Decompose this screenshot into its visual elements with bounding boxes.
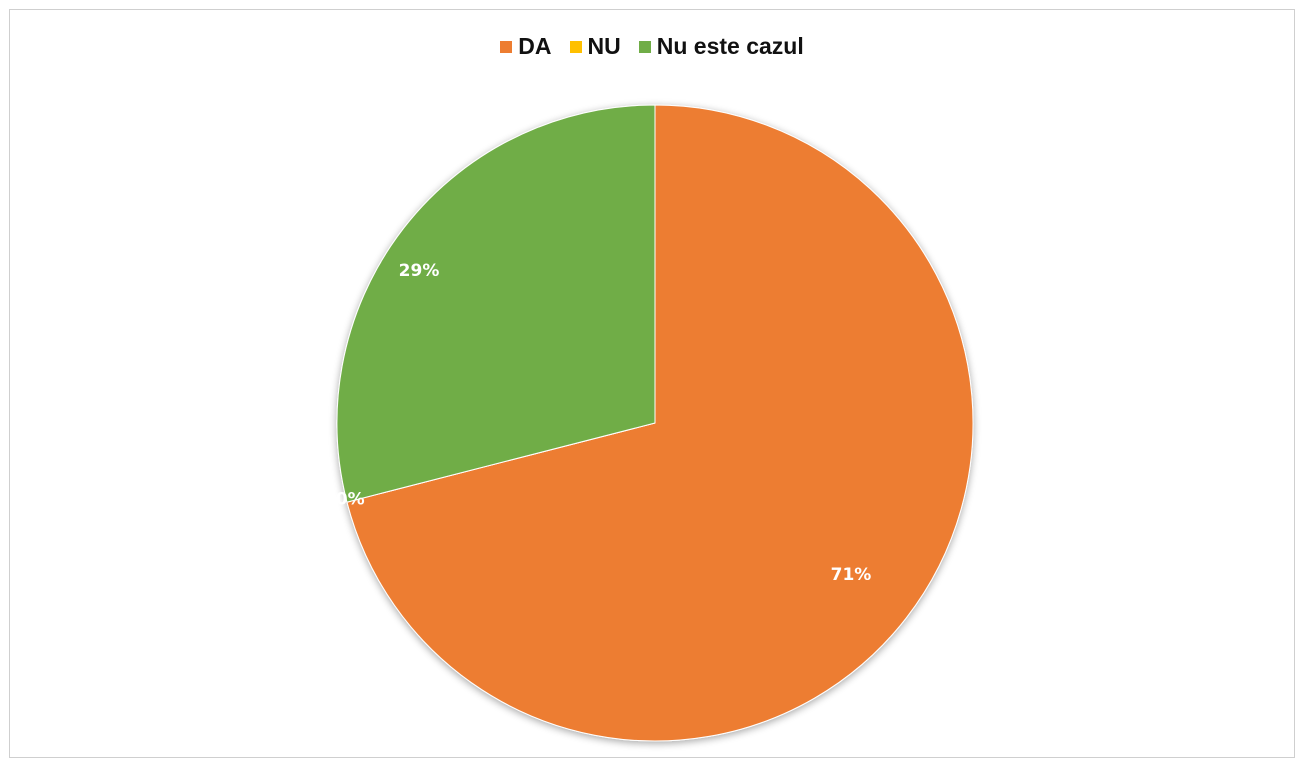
chart-legend: DA NU Nu este cazul xyxy=(0,33,1304,60)
legend-label-nu: NU xyxy=(587,33,621,59)
data-label-nu-este-cazul: 29% xyxy=(399,261,440,281)
legend-label-nu-este-cazul: Nu este cazul xyxy=(656,33,804,59)
pie-labels: 71% 0% 29% xyxy=(336,261,872,585)
legend-item-nu: NU xyxy=(569,33,621,60)
pie-slices xyxy=(336,104,974,742)
legend-item-nu-este-cazul: Nu este cazul xyxy=(638,33,804,60)
data-label-da: 71% xyxy=(831,565,872,585)
pie-slice-da xyxy=(346,104,974,742)
legend-swatch-nu-este-cazul xyxy=(638,40,651,53)
pie-slice-nu-este-cazul xyxy=(336,104,656,503)
legend-label-da: DA xyxy=(518,33,552,59)
legend-item-da: DA xyxy=(500,33,552,60)
legend-swatch-da xyxy=(500,40,513,53)
data-label-nu: 0% xyxy=(336,490,365,510)
legend-swatch-nu xyxy=(569,40,582,53)
